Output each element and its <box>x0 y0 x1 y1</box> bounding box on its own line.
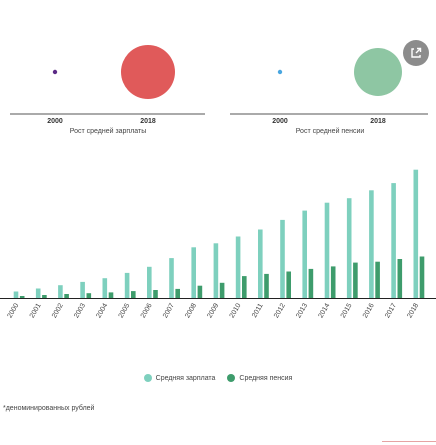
bar-salary-2008[interactable] <box>191 247 196 298</box>
bar-pension-2007[interactable] <box>175 288 180 298</box>
bar-pension-2009[interactable] <box>219 282 225 298</box>
bar-salary-2000[interactable] <box>13 291 19 299</box>
bar-pension-2011[interactable] <box>264 273 269 298</box>
bar-pension-2010[interactable] <box>242 276 247 298</box>
bar-pension-2017[interactable] <box>397 259 403 298</box>
x-tick-label: 2018 <box>406 302 420 319</box>
x-tick-label: 2007 <box>162 302 176 319</box>
bar-pension-2016[interactable] <box>375 261 380 298</box>
x-tick-label: 2005 <box>118 302 132 319</box>
bar-salary-2017[interactable] <box>391 183 396 298</box>
x-tick-label: 2012 <box>273 302 287 319</box>
salary-caption: Рост средней зарплаты <box>70 127 147 135</box>
bar-pension-2004[interactable] <box>108 292 114 298</box>
pension-start-year: 2000 <box>272 118 288 125</box>
salary-2018-bubble <box>121 45 175 99</box>
bar-salary-2004[interactable] <box>102 278 108 298</box>
bar-salary-2018[interactable] <box>413 169 419 298</box>
x-tick-label: 2002 <box>51 302 65 319</box>
bar-salary-2011[interactable] <box>258 229 263 299</box>
x-tick-label: 2006 <box>140 302 154 319</box>
bar-pension-2012[interactable] <box>286 271 291 299</box>
bar-pension-2006[interactable] <box>153 290 158 298</box>
bar-salary-2014[interactable] <box>324 202 330 298</box>
bar-salary-2015[interactable] <box>346 198 352 298</box>
bar-pension-2015[interactable] <box>353 262 358 298</box>
footnote: *деноминированных рублей <box>3 405 95 412</box>
x-tick-label: 2000 <box>7 302 21 319</box>
salary-2000-dot <box>52 69 58 75</box>
legend-item-salary[interactable]: Средняя зарплата <box>143 374 216 382</box>
bar-salary-2006[interactable] <box>147 266 152 298</box>
salary-start-year: 2000 <box>47 118 63 125</box>
bar-salary-2012[interactable] <box>280 219 285 298</box>
bar-salary-2005[interactable] <box>124 272 130 298</box>
x-tick-label: 2016 <box>362 302 376 319</box>
salary-pension-bar-chart: 2000 2001 2002 2003 2004 2005 2006 2007 2008 2009… <box>0 169 436 319</box>
legend-salary-label: Средняя зарплата <box>155 374 216 382</box>
bar-pension-2000[interactable] <box>19 296 25 298</box>
salary-end-year: 2018 <box>140 118 156 125</box>
bar-pension-2003[interactable] <box>86 293 92 298</box>
x-tick-label: 2004 <box>95 302 109 319</box>
bar-salary-2003[interactable] <box>80 281 85 298</box>
bar-pension-2005[interactable] <box>131 291 136 298</box>
salary-growth-bubble-group: 2000 2018 Рост средней зарплаты <box>10 45 205 135</box>
legend-pension-swatch <box>227 374 236 382</box>
x-tick-label: 2014 <box>318 302 332 319</box>
x-tick-label: 2017 <box>384 302 398 319</box>
bar-salary-2009[interactable] <box>213 243 219 298</box>
bar-pension-2014[interactable] <box>330 266 336 298</box>
bar-pension-2013[interactable] <box>308 268 314 298</box>
corner-divider <box>382 441 436 442</box>
x-tick-label: 2015 <box>340 302 354 319</box>
pension-growth-bubble-group: 2000 2018 Рост средней пенсии <box>230 48 428 135</box>
pension-2000-dot <box>277 69 283 75</box>
x-tick-label: 2013 <box>295 302 309 319</box>
bar-salary-2013[interactable] <box>302 210 307 298</box>
bar-salary-2010[interactable] <box>235 236 241 299</box>
x-tick-label: 2001 <box>29 302 43 319</box>
legend-item-pension[interactable]: Средняя пенсия <box>227 374 292 382</box>
pension-caption: Рост средней пенсии <box>296 127 365 135</box>
pension-end-year: 2018 <box>370 118 386 125</box>
bar-pension-2001[interactable] <box>42 295 47 298</box>
bar-salary-2016[interactable] <box>369 190 374 298</box>
bar-pension-2018[interactable] <box>419 256 425 299</box>
x-tick-label: 2010 <box>229 302 243 319</box>
x-tick-label: 2011 <box>251 302 265 319</box>
share-button[interactable] <box>403 40 429 66</box>
x-tick-label: 2003 <box>73 302 87 319</box>
legend-salary-swatch <box>143 374 152 382</box>
bar-salary-2002[interactable] <box>58 285 63 298</box>
bar-pension-2008[interactable] <box>197 285 203 298</box>
legend-pension-label: Средняя пенсия <box>239 374 293 382</box>
bar-salary-2001[interactable] <box>35 288 41 299</box>
bar-salary-2007[interactable] <box>169 258 174 298</box>
x-tick-label: 2008 <box>184 302 198 319</box>
pension-2018-bubble <box>354 48 402 96</box>
x-tick-label: 2009 <box>206 302 220 319</box>
growth-bubbles: 2000 2018 Рост средней зарплаты 2000 201… <box>10 45 428 135</box>
chart-legend: Средняя зарплата Средняя пенсия <box>0 374 436 384</box>
share-icon <box>411 47 422 58</box>
bar-pension-2002[interactable] <box>64 294 69 298</box>
